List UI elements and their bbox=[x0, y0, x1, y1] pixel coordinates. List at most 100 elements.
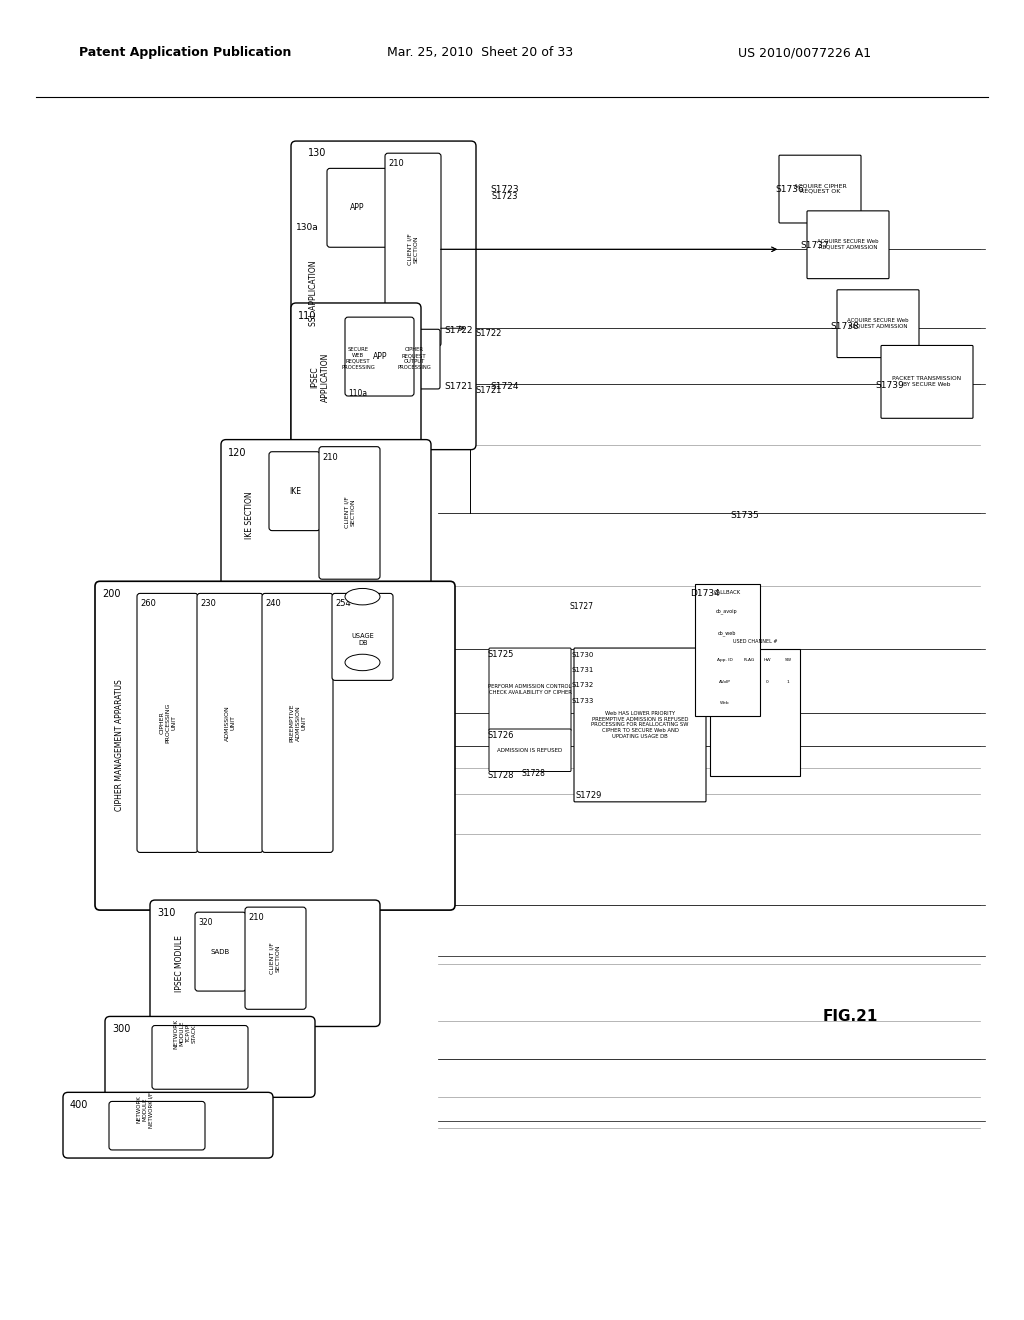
Text: S1724: S1724 bbox=[490, 383, 518, 392]
Text: ACQUIRE SECURE Web
REQUEST ADMISSION: ACQUIRE SECURE Web REQUEST ADMISSION bbox=[847, 318, 909, 329]
Text: 230: 230 bbox=[200, 599, 216, 609]
Text: S1731: S1731 bbox=[572, 668, 594, 673]
Text: S1728: S1728 bbox=[487, 771, 513, 780]
Text: 200: 200 bbox=[102, 589, 121, 599]
FancyBboxPatch shape bbox=[489, 648, 571, 731]
Text: D1734: D1734 bbox=[690, 589, 720, 598]
FancyBboxPatch shape bbox=[574, 648, 706, 801]
FancyBboxPatch shape bbox=[195, 912, 246, 991]
Text: Web HAS LOWER PRIORITY
PREEMPTIVE ADMISSION IS REFUSED
PROCESSING FOR REALLOCATI: Web HAS LOWER PRIORITY PREEMPTIVE ADMISS… bbox=[591, 711, 689, 739]
Text: 254: 254 bbox=[335, 599, 351, 609]
Text: S1737: S1737 bbox=[800, 240, 828, 249]
Text: S1729: S1729 bbox=[575, 791, 601, 800]
Text: S1723: S1723 bbox=[490, 185, 518, 194]
FancyBboxPatch shape bbox=[332, 594, 393, 680]
FancyBboxPatch shape bbox=[319, 446, 380, 579]
FancyBboxPatch shape bbox=[489, 729, 571, 771]
Text: App. ID: App. ID bbox=[717, 659, 733, 663]
FancyBboxPatch shape bbox=[109, 1101, 205, 1150]
Text: ADMISSION
UNIT: ADMISSION UNIT bbox=[224, 705, 236, 741]
Text: PREEMPTIVE
ADMISSION
UNIT: PREEMPTIVE ADMISSION UNIT bbox=[290, 704, 306, 742]
Text: IPSEC
APPLICATION: IPSEC APPLICATION bbox=[310, 352, 330, 401]
Text: 300: 300 bbox=[112, 1024, 130, 1035]
Text: S1730: S1730 bbox=[572, 652, 594, 659]
Text: S1736: S1736 bbox=[775, 185, 804, 194]
Text: cb_avoip: cb_avoip bbox=[716, 609, 738, 614]
FancyBboxPatch shape bbox=[152, 1026, 248, 1089]
Text: US 2010/0077226 A1: US 2010/0077226 A1 bbox=[738, 46, 871, 59]
Text: CLIENT I/F
SECTION: CLIENT I/F SECTION bbox=[345, 496, 355, 528]
Text: S1733: S1733 bbox=[572, 697, 594, 704]
Text: S1721: S1721 bbox=[475, 387, 502, 396]
Text: IPSEC MODULE: IPSEC MODULE bbox=[175, 936, 184, 993]
Text: SW: SW bbox=[784, 659, 792, 663]
FancyBboxPatch shape bbox=[262, 594, 333, 853]
Text: HW: HW bbox=[763, 659, 771, 663]
Text: SECURE
WEB
REQUEST
PROCESSING: SECURE WEB REQUEST PROCESSING bbox=[341, 347, 375, 370]
FancyBboxPatch shape bbox=[329, 329, 388, 389]
Text: 400: 400 bbox=[70, 1101, 88, 1110]
Text: S1732: S1732 bbox=[572, 682, 594, 689]
FancyBboxPatch shape bbox=[105, 1016, 315, 1097]
Text: CIPHER MANAGEMENT APPARATUS: CIPHER MANAGEMENT APPARATUS bbox=[116, 680, 125, 810]
FancyBboxPatch shape bbox=[837, 290, 919, 358]
Text: APP: APP bbox=[350, 203, 365, 213]
FancyBboxPatch shape bbox=[779, 156, 861, 223]
Text: CIPHER
REQUEST
OUTPUT
PROCESSING: CIPHER REQUEST OUTPUT PROCESSING bbox=[397, 347, 431, 370]
FancyBboxPatch shape bbox=[269, 451, 319, 531]
FancyBboxPatch shape bbox=[345, 317, 414, 396]
Text: CIPHER
PROCESSING
UNIT: CIPHER PROCESSING UNIT bbox=[160, 702, 176, 743]
Text: ACQUIRE CIPHER
REQUEST OK: ACQUIRE CIPHER REQUEST OK bbox=[794, 183, 847, 194]
FancyBboxPatch shape bbox=[291, 141, 476, 450]
FancyBboxPatch shape bbox=[95, 581, 455, 909]
Ellipse shape bbox=[345, 655, 380, 671]
Text: 110a: 110a bbox=[348, 389, 368, 397]
Text: CALLBACK: CALLBACK bbox=[714, 590, 740, 595]
Text: Mar. 25, 2010  Sheet 20 of 33: Mar. 25, 2010 Sheet 20 of 33 bbox=[387, 46, 573, 59]
Text: ADMISSION IS REFUSED: ADMISSION IS REFUSED bbox=[498, 747, 562, 752]
Text: SSL APPLICATION: SSL APPLICATION bbox=[309, 260, 318, 326]
Text: S1722: S1722 bbox=[475, 329, 502, 338]
Text: 320: 320 bbox=[198, 919, 213, 927]
Text: PERFORM ADMISSION CONTROL
CHECK AVAILABILITY OF CIPHER: PERFORM ADMISSION CONTROL CHECK AVAILABI… bbox=[488, 684, 571, 694]
Text: 260: 260 bbox=[140, 599, 156, 609]
Text: S1738: S1738 bbox=[830, 322, 859, 331]
Text: S1725: S1725 bbox=[487, 649, 513, 659]
Text: FLAG: FLAG bbox=[743, 659, 755, 663]
Text: Web: Web bbox=[720, 701, 730, 705]
Text: FIG.21: FIG.21 bbox=[822, 1008, 878, 1024]
FancyBboxPatch shape bbox=[245, 907, 306, 1010]
Text: SADB: SADB bbox=[210, 949, 229, 954]
Text: 120: 120 bbox=[228, 447, 247, 458]
Text: AVoIP: AVoIP bbox=[719, 680, 731, 685]
Text: S1727: S1727 bbox=[570, 602, 594, 611]
Text: PACKET TRANSMISSION
BY SECURE Web: PACKET TRANSMISSION BY SECURE Web bbox=[893, 376, 962, 387]
Text: USAGE
DB: USAGE DB bbox=[351, 634, 375, 647]
Text: S1739: S1739 bbox=[874, 381, 904, 391]
FancyBboxPatch shape bbox=[150, 900, 380, 1027]
Text: 130: 130 bbox=[308, 148, 327, 158]
FancyBboxPatch shape bbox=[807, 211, 889, 279]
Text: NETWORK
MODULE
NETWORK I/F: NETWORK MODULE NETWORK I/F bbox=[136, 1092, 154, 1127]
Ellipse shape bbox=[345, 589, 380, 605]
Text: 310: 310 bbox=[157, 908, 175, 919]
Text: 210: 210 bbox=[388, 160, 403, 168]
FancyBboxPatch shape bbox=[221, 440, 431, 591]
Text: S1728: S1728 bbox=[521, 770, 545, 777]
Text: 210: 210 bbox=[322, 453, 338, 462]
FancyBboxPatch shape bbox=[327, 169, 388, 247]
FancyBboxPatch shape bbox=[881, 346, 973, 418]
Text: 240: 240 bbox=[265, 599, 281, 609]
Text: S1723: S1723 bbox=[492, 193, 518, 201]
Text: 1: 1 bbox=[786, 680, 790, 685]
Text: 130a: 130a bbox=[296, 223, 318, 231]
Text: 110: 110 bbox=[298, 312, 316, 321]
Bar bbox=[695, 585, 760, 715]
Text: Patent Application Publication: Patent Application Publication bbox=[79, 46, 291, 59]
FancyBboxPatch shape bbox=[291, 304, 421, 450]
Text: ACQUIRE SECURE Web
REQUEST ADMISSION: ACQUIRE SECURE Web REQUEST ADMISSION bbox=[817, 239, 879, 249]
Text: CLIENT I/F
SECTION: CLIENT I/F SECTION bbox=[269, 941, 281, 974]
Text: IKE: IKE bbox=[289, 487, 301, 496]
FancyBboxPatch shape bbox=[63, 1093, 273, 1158]
Bar bbox=[710, 649, 800, 776]
